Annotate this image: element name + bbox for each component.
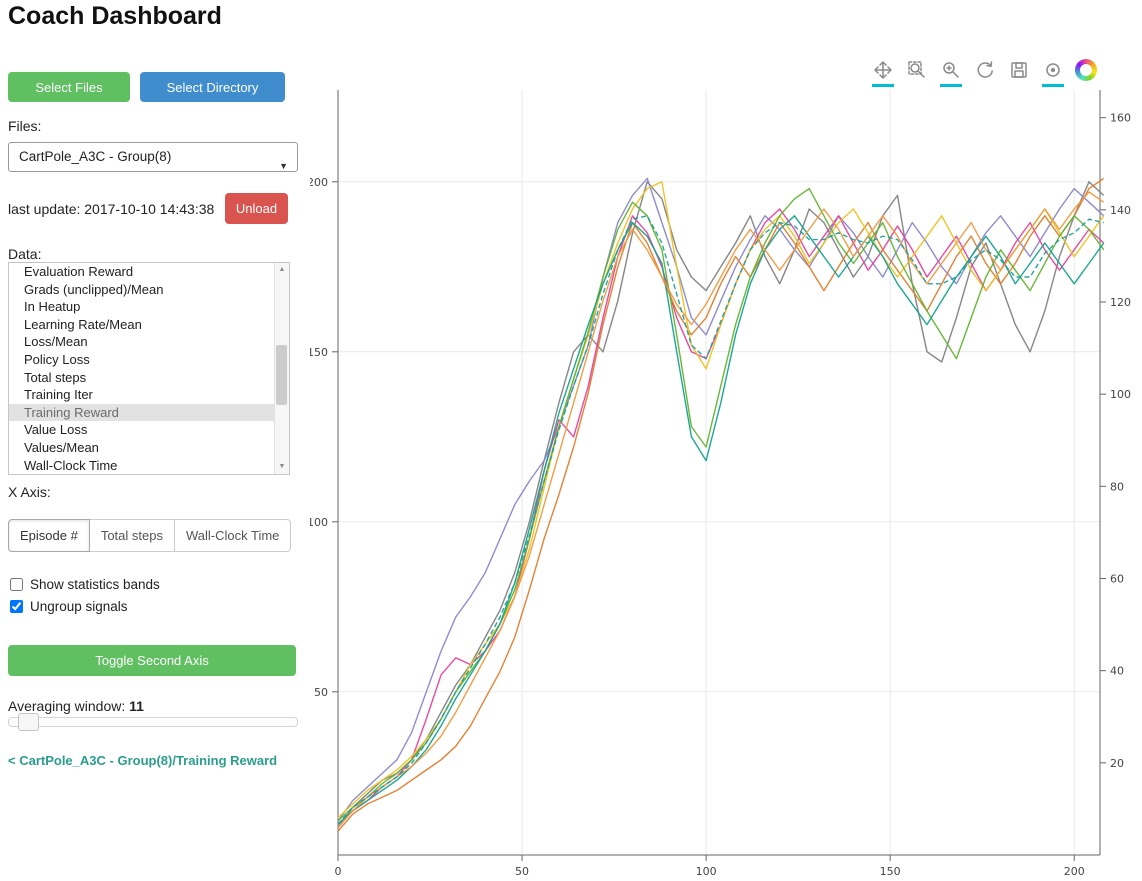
tab-total-steps[interactable]: Total steps	[88, 519, 175, 552]
scroll-up-icon[interactable]: ▲	[278, 266, 286, 273]
data-listbox[interactable]: Evaluation Reward Grads (unclipped)/Mean I…	[8, 262, 290, 475]
ungroup-signals-checkbox[interactable]	[10, 600, 23, 613]
data-list-item[interactable]: In Heatup	[24, 299, 81, 315]
svg-text:200: 200	[1064, 865, 1085, 878]
files-label: Files:	[8, 118, 42, 134]
svg-text:120: 120	[1110, 296, 1131, 309]
page-title: Coach Dashboard	[8, 2, 222, 30]
ungroup-signals-row: Ungroup signals	[8, 599, 128, 614]
svg-text:150: 150	[310, 346, 328, 359]
data-list-item[interactable]: Policy Loss	[24, 351, 90, 367]
x-axis-tab-group: Episode # Total steps Wall-Clock Time	[8, 519, 292, 552]
plot-canvas[interactable]: 50 100 150 200 20 40 60 80 100 120 140 160 0 50 100 150…	[307, 0, 1142, 881]
svg-text:100: 100	[310, 516, 328, 529]
bokeh-logo-icon[interactable]	[1075, 59, 1097, 81]
select-files-button[interactable]: Select Files	[8, 72, 130, 102]
svg-text:160: 160	[1110, 112, 1131, 125]
svg-text:0: 0	[335, 865, 342, 878]
save-icon[interactable]	[1007, 58, 1031, 82]
show-statistics-bands-label: Show statistics bands	[30, 577, 160, 592]
toggle-second-axis-button[interactable]: Toggle Second Axis	[8, 645, 296, 676]
svg-text:200: 200	[310, 176, 328, 189]
bokeh-toolbar	[871, 58, 1097, 87]
pan-icon[interactable]	[871, 58, 895, 87]
svg-text:50: 50	[515, 865, 529, 878]
svg-text:100: 100	[1110, 388, 1131, 401]
svg-text:20: 20	[1110, 757, 1124, 770]
files-select[interactable]: CartPole_A3C - Group(8) ▼	[8, 142, 298, 172]
chart-panel: 50 100 150 200 20 40 60 80 100 120 140 160 0 50 100 150…	[307, 0, 1142, 881]
scroll-down-icon[interactable]: ▼	[278, 463, 286, 470]
data-list-item[interactable]: Training Reward	[9, 403, 275, 422]
averaging-window-row: Averaging window: 11	[8, 698, 144, 714]
data-list-item[interactable]: Learning Rate/Mean	[24, 316, 142, 332]
data-list-item[interactable]: Loss/Mean	[24, 334, 88, 350]
scrollbar-thumb[interactable]	[276, 345, 287, 405]
reset-icon[interactable]	[973, 58, 997, 82]
listbox-scrollbar[interactable]: ▲ ▼	[274, 263, 289, 474]
svg-text:40: 40	[1110, 665, 1124, 678]
svg-text:150: 150	[880, 865, 901, 878]
wheel-zoom-icon[interactable]	[939, 58, 963, 87]
data-list-item[interactable]: Value Loss	[24, 422, 88, 438]
data-list-item[interactable]: Evaluation Reward	[24, 264, 134, 279]
box-zoom-icon[interactable]	[905, 58, 929, 82]
last-update-text: last update: 2017-10-10 14:43:38	[8, 201, 215, 217]
breadcrumb[interactable]: < CartPole_A3C - Group(8)/Training Rewar…	[8, 753, 278, 768]
averaging-window-label: Averaging window:	[8, 698, 130, 714]
averaging-window-slider[interactable]	[8, 713, 298, 731]
files-select-value: CartPole_A3C - Group(8)	[19, 149, 172, 164]
tab-episode[interactable]: Episode #	[8, 519, 90, 552]
show-statistics-bands-row: Show statistics bands	[8, 577, 160, 592]
svg-text:140: 140	[1110, 204, 1131, 217]
data-label: Data:	[8, 246, 42, 262]
show-statistics-bands-checkbox[interactable]	[10, 578, 23, 591]
tab-wall-clock-time[interactable]: Wall-Clock Time	[173, 519, 292, 552]
data-list-item[interactable]: Training Iter	[24, 387, 93, 403]
slider-handle[interactable]	[18, 713, 39, 731]
svg-text:80: 80	[1110, 480, 1124, 493]
data-list-item[interactable]: Total steps	[24, 369, 87, 385]
chevron-down-icon: ▼	[279, 161, 288, 171]
svg-text:100: 100	[696, 865, 717, 878]
ungroup-signals-label: Ungroup signals	[30, 599, 128, 614]
data-list: Evaluation Reward Grads (unclipped)/Mean I…	[9, 263, 275, 474]
x-axis-label: X Axis:	[8, 484, 51, 500]
data-list-item[interactable]: Values/Mean	[24, 439, 99, 455]
svg-text:60: 60	[1110, 572, 1124, 585]
averaging-window-value: 11	[129, 698, 144, 714]
data-list-item[interactable]: Wall-Clock Time	[24, 457, 118, 473]
select-directory-button[interactable]: Select Directory	[140, 72, 285, 102]
hover-icon[interactable]	[1041, 58, 1065, 87]
unload-button[interactable]: Unload	[225, 193, 288, 224]
svg-text:50: 50	[314, 686, 328, 699]
data-list-item[interactable]: Grads (unclipped)/Mean	[24, 281, 164, 297]
